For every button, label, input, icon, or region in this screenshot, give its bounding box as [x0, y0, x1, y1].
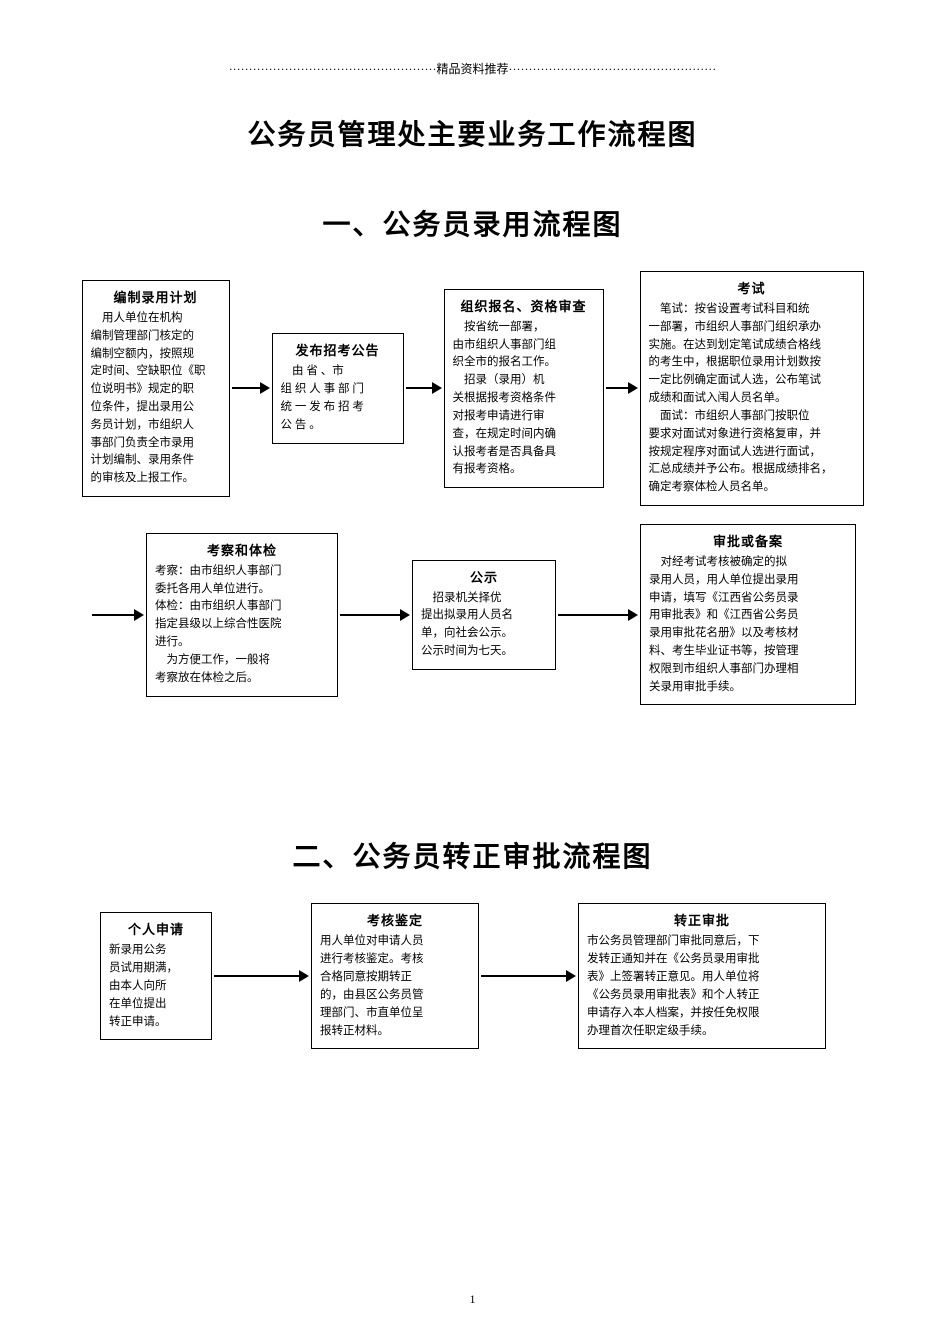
- flow-box: 公示 招录机关择优 提出拟录用人员名 单，向社会公示。 公示时间为七天。: [412, 560, 556, 670]
- flow-box: 个人申请 新录用公务 员试用期满， 由本人向所 在单位提出 转正申请。: [100, 912, 212, 1040]
- flow-box-body: 用人单位在机构 编制管理部门核定的 编制空额内，按照规 定时间、空缺职位《职 位…: [91, 310, 221, 488]
- arrow-right-icon: [479, 970, 578, 982]
- arrow-right-icon: [212, 970, 311, 982]
- flow-box: 考核鉴定 用人单位对申请人员 进行考核鉴定。考核 合格同意按期转正 的，由县区公…: [311, 903, 479, 1049]
- flow-box: 转正审批 市公务员管理部门审批同意后，下 发转正通知并在《公务员录用审批 表》上…: [578, 903, 826, 1049]
- flow-box-title: 编制录用计划: [91, 287, 221, 306]
- flow-box-title: 个人申请: [109, 919, 203, 938]
- flow-box-body: 新录用公务 员试用期满， 由本人向所 在单位提出 转正申请。: [109, 942, 203, 1031]
- flow-box: 发布招考公告 由 省 、市 组 织 人 事 部 门 统 一 发 布 招 考 公 …: [272, 333, 404, 443]
- flow-box: 审批或备案 对经考试考核被确定的拟 录用人员，用人单位提出录用 申请，填写《江西…: [640, 524, 856, 706]
- flow-box-title: 组织报名、资格审查: [453, 296, 595, 315]
- flow-box-body: 用人单位对申请人员 进行考核鉴定。考核 合格同意按期转正 的，由县区公务员管 理…: [320, 933, 470, 1040]
- arrow-right-icon: [556, 609, 640, 621]
- flow-box-body: 笔试：按省设置考试科目和统 一部署，市组织人事部门组织承办 实施。在达到划定笔试…: [649, 301, 855, 497]
- flow-box-body: 由 省 、市 组 织 人 事 部 门 统 一 发 布 招 考 公 告 。: [281, 363, 395, 434]
- flow-box-body: 市公务员管理部门审批同意后，下 发转正通知并在《公务员录用审批 表》上签署转正意…: [587, 933, 817, 1040]
- document-title: 公务员管理处主要业务工作流程图: [80, 113, 865, 153]
- flow-box-body: 考察：由市组织人事部门 委托各用人单位进行。 体检：由市组织人事部门 指定县级以…: [155, 563, 329, 688]
- flow-box: 考察和体检 考察：由市组织人事部门 委托各用人单位进行。 体检：由市组织人事部门…: [146, 533, 338, 697]
- flow-box: 编制录用计划 用人单位在机构 编制管理部门核定的 编制空额内，按照规 定时间、空…: [82, 280, 230, 497]
- section2-title: 二、公务员转正审批流程图: [80, 835, 865, 875]
- flow-box-body: 对经考试考核被确定的拟 录用人员，用人单位提出录用 申请，填写《江西省公务员录 …: [649, 554, 847, 697]
- page-number: 1: [0, 1292, 945, 1307]
- flow-box-title: 审批或备案: [649, 531, 847, 550]
- arrow-right-icon: [338, 609, 412, 621]
- flow-box-title: 考察和体检: [155, 540, 329, 559]
- arrow-right-icon: [90, 609, 146, 621]
- section1-row2: 考察和体检 考察：由市组织人事部门 委托各用人单位进行。 体检：由市组织人事部门…: [80, 524, 865, 706]
- flow-box-title: 转正审批: [587, 910, 817, 929]
- page: ········································…: [0, 0, 945, 1337]
- flow-box: 考试 笔试：按省设置考试科目和统 一部署，市组织人事部门组织承办 实施。在达到划…: [640, 271, 864, 506]
- flow-box-body: 招录机关择优 提出拟录用人员名 单，向社会公示。 公示时间为七天。: [421, 590, 547, 661]
- section1-title: 一、公务员录用流程图: [80, 203, 865, 243]
- section2-row: 个人申请 新录用公务 员试用期满， 由本人向所 在单位提出 转正申请。 考核鉴定…: [80, 903, 865, 1049]
- header-line: ········································…: [80, 60, 865, 77]
- arrow-right-icon: [230, 382, 272, 394]
- flow-box: 组织报名、资格审查 按省统一部署， 由市组织人事部门组 织全市的报名工作。 招录…: [444, 289, 604, 488]
- flow-box-body: 按省统一部署， 由市组织人事部门组 织全市的报名工作。 招录（录用）机 关根据报…: [453, 319, 595, 479]
- section1-row1: 编制录用计划 用人单位在机构 编制管理部门核定的 编制空额内，按照规 定时间、空…: [80, 271, 865, 506]
- flow-box-title: 考核鉴定: [320, 910, 470, 929]
- flow-box-title: 考试: [649, 278, 855, 297]
- arrow-right-icon: [604, 382, 640, 394]
- arrow-right-icon: [404, 382, 444, 394]
- flow-box-title: 公示: [421, 567, 547, 586]
- flow-box-title: 发布招考公告: [281, 340, 395, 359]
